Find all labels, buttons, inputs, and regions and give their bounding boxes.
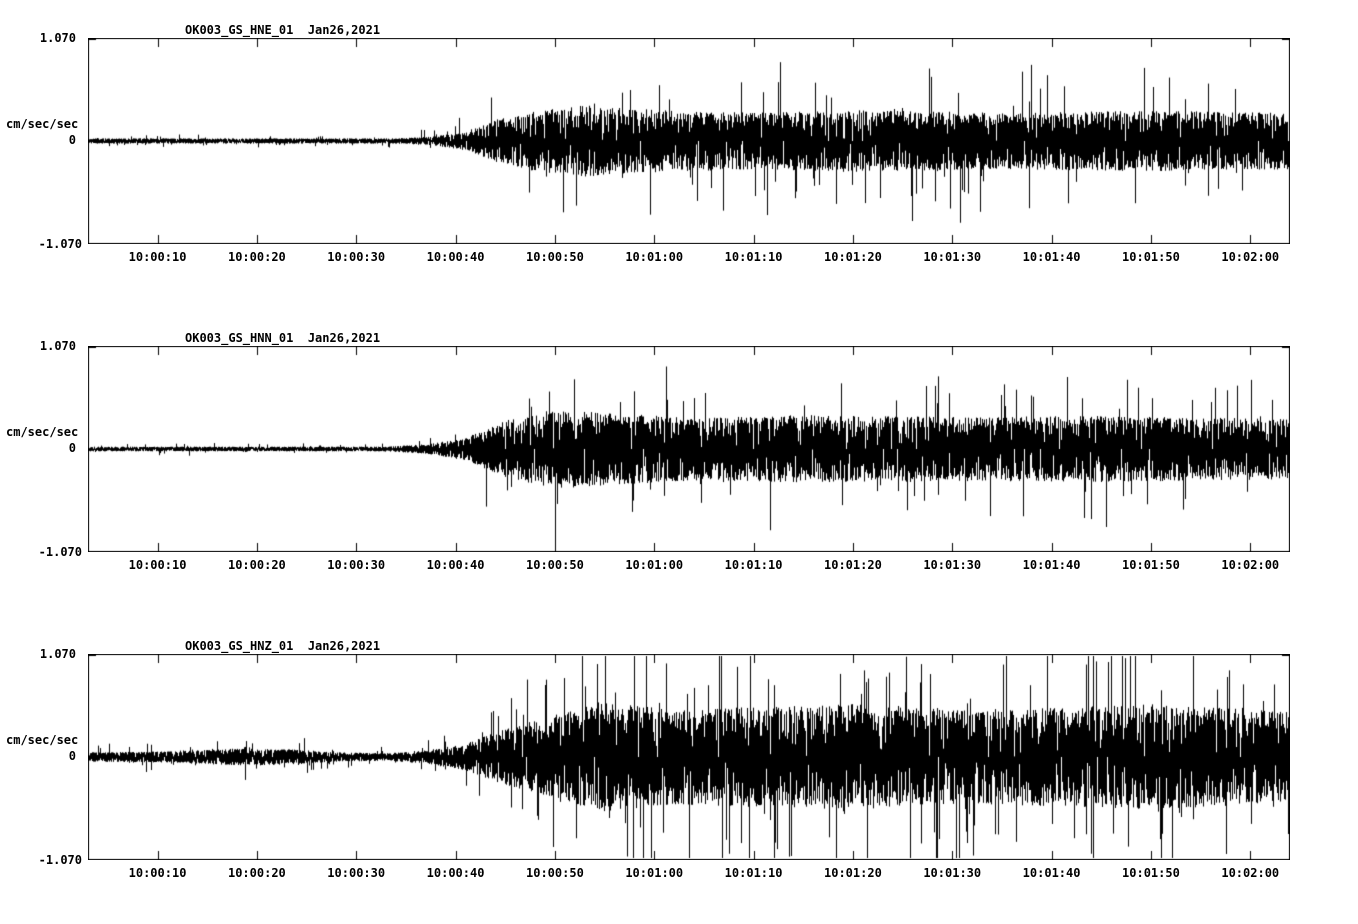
x-tick-label: 10:00:20 <box>227 866 286 880</box>
y-tick-min: -1.070 <box>38 853 82 867</box>
x-axis-labels-hnn: 10:00:10 10:00:20 10:00:30 10:00:40 10:00:50… <box>88 552 1290 574</box>
x-tick-label: 10:02:00 <box>1221 558 1280 572</box>
y-axis-hne: 1.070 cm/sec/sec 0 -1.070 <box>0 31 88 251</box>
x-tick-label: 10:00:20 <box>227 558 286 572</box>
waveform-canvas-hnz <box>88 654 1290 860</box>
x-tick-label: 10:01:00 <box>625 866 684 880</box>
y-tick-min: -1.070 <box>38 545 82 559</box>
y-axis-unit-label: cm/sec/sec <box>6 425 79 439</box>
plot-area-hne: 1.070 cm/sec/sec 0 -1.070 <box>6 31 1290 251</box>
x-tick-label: 10:00:50 <box>525 558 584 572</box>
x-tick-label: 10:01:40 <box>1022 558 1081 572</box>
x-tick-label: 10:01:20 <box>824 250 882 264</box>
y-tick-max: 1.070 <box>39 31 76 45</box>
panel-title-hne: OK003_GS_HNE_01 Jan26,2021 <box>185 23 381 37</box>
x-tick-label: 10:01:10 <box>724 558 783 572</box>
x-tick-label: 10:00:40 <box>426 250 485 264</box>
x-tick-label: 10:01:50 <box>1122 558 1180 572</box>
plot-area-hnn: 1.070 cm/sec/sec 0 -1.070 <box>6 339 1290 559</box>
y-tick-zero: 0 <box>68 441 76 455</box>
x-tick-label: 10:00:10 <box>128 866 187 880</box>
plot-area-hnz: 1.070 cm/sec/sec 0 -1.070 <box>6 647 1290 867</box>
x-tick-label: 10:00:20 <box>227 250 286 264</box>
x-tick-label: 10:01:20 <box>824 866 882 880</box>
x-tick-label: 10:01:30 <box>923 866 982 880</box>
x-tick-label: 10:00:10 <box>128 250 187 264</box>
y-axis-hnz: 1.070 cm/sec/sec 0 -1.070 <box>0 647 88 867</box>
x-tick-label: 10:00:40 <box>426 558 485 572</box>
x-tick-label: 10:01:00 <box>625 250 684 264</box>
y-tick-min: -1.070 <box>38 237 82 251</box>
y-tick-zero: 0 <box>68 749 76 763</box>
y-axis-unit-label: cm/sec/sec <box>6 117 79 131</box>
x-tick-label: 10:00:50 <box>525 250 584 264</box>
x-tick-label: 10:00:10 <box>128 558 187 572</box>
x-tick-label: 10:01:10 <box>724 866 783 880</box>
x-tick-label: 10:01:30 <box>923 558 982 572</box>
y-axis-unit-label: cm/sec/sec <box>6 733 79 747</box>
x-tick-label: 10:00:30 <box>327 866 386 880</box>
x-tick-label: 10:01:20 <box>824 558 882 572</box>
x-tick-label: 10:01:10 <box>724 250 783 264</box>
x-tick-label: 10:00:40 <box>426 866 485 880</box>
seismogram-panel-hnn: OK003_GS_HNN_01 Jan26,2021 1.070 cm/sec/… <box>0 330 1358 574</box>
x-tick-label: 10:00:30 <box>327 250 386 264</box>
x-axis-labels-hne: 10:00:10 10:00:20 10:00:30 10:00:40 10:00:50… <box>88 244 1290 266</box>
x-tick-label: 10:01:50 <box>1122 250 1180 264</box>
x-tick-label: 10:02:00 <box>1221 866 1280 880</box>
waveform-canvas-hne <box>88 38 1290 244</box>
seismogram-panel-hnz: OK003_GS_HNZ_01 Jan26,2021 1.070 cm/sec/… <box>0 638 1358 882</box>
x-tick-label: 10:00:30 <box>327 558 386 572</box>
x-tick-label: 10:00:50 <box>525 866 584 880</box>
x-tick-label: 10:01:40 <box>1022 250 1081 264</box>
y-tick-max: 1.070 <box>39 339 76 353</box>
seismogram-page: OK003_GS_HNE_01 Jan26,2021 1.070 cm/sec/… <box>0 22 1358 882</box>
x-tick-label: 10:01:30 <box>923 250 982 264</box>
y-tick-zero: 0 <box>68 133 76 147</box>
x-tick-label: 10:01:50 <box>1122 866 1180 880</box>
panel-title-hnz: OK003_GS_HNZ_01 Jan26,2021 <box>185 639 381 653</box>
x-tick-label: 10:02:00 <box>1221 250 1280 264</box>
x-axis-labels-hnz: 10:00:10 10:00:20 10:00:30 10:00:40 10:00:50… <box>88 860 1290 882</box>
x-tick-label: 10:01:00 <box>625 558 684 572</box>
y-axis-hnn: 1.070 cm/sec/sec 0 -1.070 <box>0 339 88 559</box>
waveform-canvas-hnn <box>88 346 1290 552</box>
panel-title-hnn: OK003_GS_HNN_01 Jan26,2021 <box>185 331 381 345</box>
y-tick-max: 1.070 <box>39 647 76 661</box>
seismogram-panel-hne: OK003_GS_HNE_01 Jan26,2021 1.070 cm/sec/… <box>0 22 1358 266</box>
x-tick-label: 10:01:40 <box>1022 866 1081 880</box>
